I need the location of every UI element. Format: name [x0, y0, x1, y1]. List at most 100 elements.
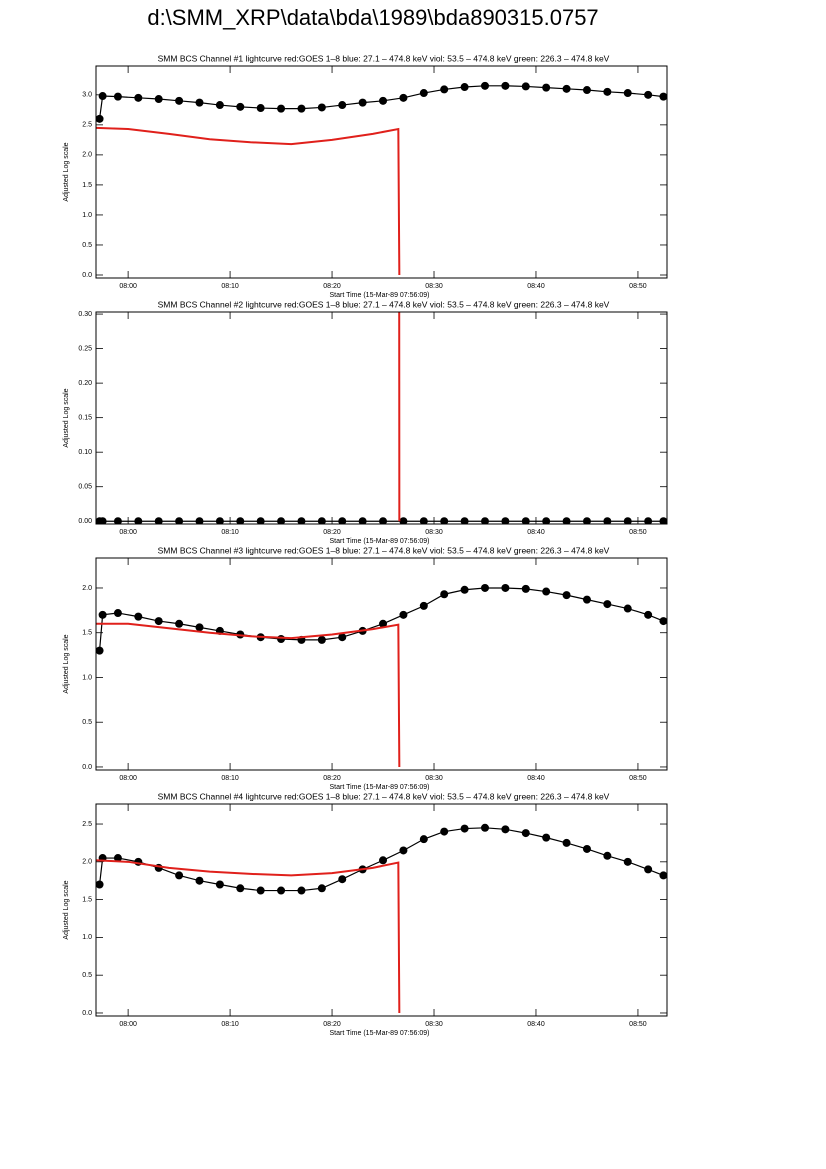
x-tick-label: 08:10: [221, 529, 239, 536]
data-point: [358, 98, 367, 107]
x-axis-label: Start Time (15-Mar-89 07:56:09): [330, 1030, 430, 1037]
plot-area: [96, 81, 667, 276]
data-point: [113, 609, 122, 618]
plot-area: [96, 312, 667, 524]
data-point: [379, 619, 388, 628]
y-axis-label: Adjusted Log scale: [63, 634, 70, 693]
data-point: [175, 871, 184, 880]
data-point: [134, 612, 143, 621]
data-point: [195, 98, 204, 107]
data-point: [480, 583, 489, 592]
y-axis-label: Adjusted Log scale: [63, 142, 70, 201]
data-point: [603, 600, 612, 609]
panel: SMM BCS Channel #4 lightcurve red:GOES 1…: [63, 791, 668, 1037]
x-tick-label: 08:30: [425, 529, 443, 536]
series-line: [96, 622, 401, 767]
data-point: [521, 82, 530, 91]
y-tick-label: 0.5: [82, 719, 92, 726]
data-point: [521, 584, 530, 593]
data-point: [542, 833, 551, 842]
data-point: [419, 517, 428, 524]
data-point: [297, 104, 306, 113]
panel: SMM BCS Channel #3 lightcurve red:GOES 1…: [63, 545, 668, 791]
y-tick-label: 0.25: [78, 345, 92, 352]
data-point: [195, 623, 204, 632]
data-point: [277, 634, 286, 643]
data-point: [460, 83, 469, 92]
y-tick-label: 1.0: [82, 674, 92, 681]
x-tick-label: 08:30: [425, 775, 443, 782]
data-point: [480, 823, 489, 832]
y-axis-label: Adjusted Log scale: [63, 880, 70, 939]
data-point: [562, 517, 571, 524]
data-point: [480, 517, 489, 524]
data-point: [501, 583, 510, 592]
data-point: [542, 587, 551, 596]
panel-title: SMM BCS Channel #3 lightcurve red:GOES 1…: [158, 545, 610, 555]
y-tick-label: 0.5: [82, 972, 92, 979]
data-point: [542, 83, 551, 92]
y-tick-label: 0.0: [82, 764, 92, 771]
data-point: [277, 886, 286, 895]
x-tick-label: 08:30: [425, 283, 443, 290]
data-point: [501, 517, 510, 524]
x-tick-label: 08:00: [119, 1021, 137, 1028]
data-point: [562, 838, 571, 847]
y-tick-label: 0.0: [82, 1010, 92, 1017]
data-point: [338, 875, 347, 884]
data-point: [338, 101, 347, 110]
data-point: [256, 104, 265, 113]
data-point: [644, 610, 653, 619]
series-line: [96, 126, 401, 276]
data-point: [440, 517, 449, 524]
data-point: [521, 829, 530, 838]
data-point: [440, 827, 449, 836]
y-tick-label: 0.10: [78, 449, 92, 456]
data-point: [98, 610, 107, 619]
data-point: [623, 517, 632, 524]
y-tick-label: 3.0: [82, 92, 92, 99]
y-tick-label: 2.0: [82, 152, 92, 159]
data-point: [399, 610, 408, 619]
y-tick-label: 0.00: [78, 518, 92, 525]
data-point: [480, 81, 489, 90]
x-tick-label: 08:30: [425, 1021, 443, 1028]
series-line: [96, 859, 401, 1013]
data-point: [542, 517, 551, 524]
x-tick-label: 08:40: [527, 1021, 545, 1028]
y-tick-label: 0.05: [78, 484, 92, 491]
data-point: [96, 114, 104, 123]
y-tick-label: 1.5: [82, 896, 92, 903]
data-point: [96, 646, 104, 655]
data-point: [256, 886, 265, 895]
y-tick-label: 0.20: [78, 380, 92, 387]
data-point: [195, 517, 204, 524]
x-axis-label: Start Time (15-Mar-89 07:56:09): [330, 784, 430, 791]
x-tick-label: 08:50: [629, 283, 647, 290]
y-tick-label: 2.5: [82, 122, 92, 129]
y-tick-label: 0.15: [78, 414, 92, 421]
x-tick-label: 08:20: [323, 529, 341, 536]
data-point: [603, 851, 612, 860]
data-point: [134, 517, 143, 524]
data-point: [562, 84, 571, 93]
data-point: [236, 517, 245, 524]
data-point: [603, 517, 612, 524]
y-tick-label: 0.30: [78, 311, 92, 318]
data-point: [399, 517, 408, 524]
panel: SMM BCS Channel #2 lightcurve red:GOES 1…: [63, 299, 668, 545]
x-tick-label: 08:40: [527, 283, 545, 290]
data-point: [215, 880, 224, 889]
data-point: [113, 517, 122, 524]
x-tick-label: 08:20: [323, 283, 341, 290]
data-point: [582, 86, 591, 95]
data-point: [175, 619, 184, 628]
data-point: [358, 517, 367, 524]
data-point: [623, 857, 632, 866]
page-title: d:\SMM_XRP\data\bda\1989\bda890315.0757: [147, 5, 598, 30]
data-point: [113, 92, 122, 101]
data-point: [521, 517, 530, 524]
data-point: [659, 92, 667, 101]
